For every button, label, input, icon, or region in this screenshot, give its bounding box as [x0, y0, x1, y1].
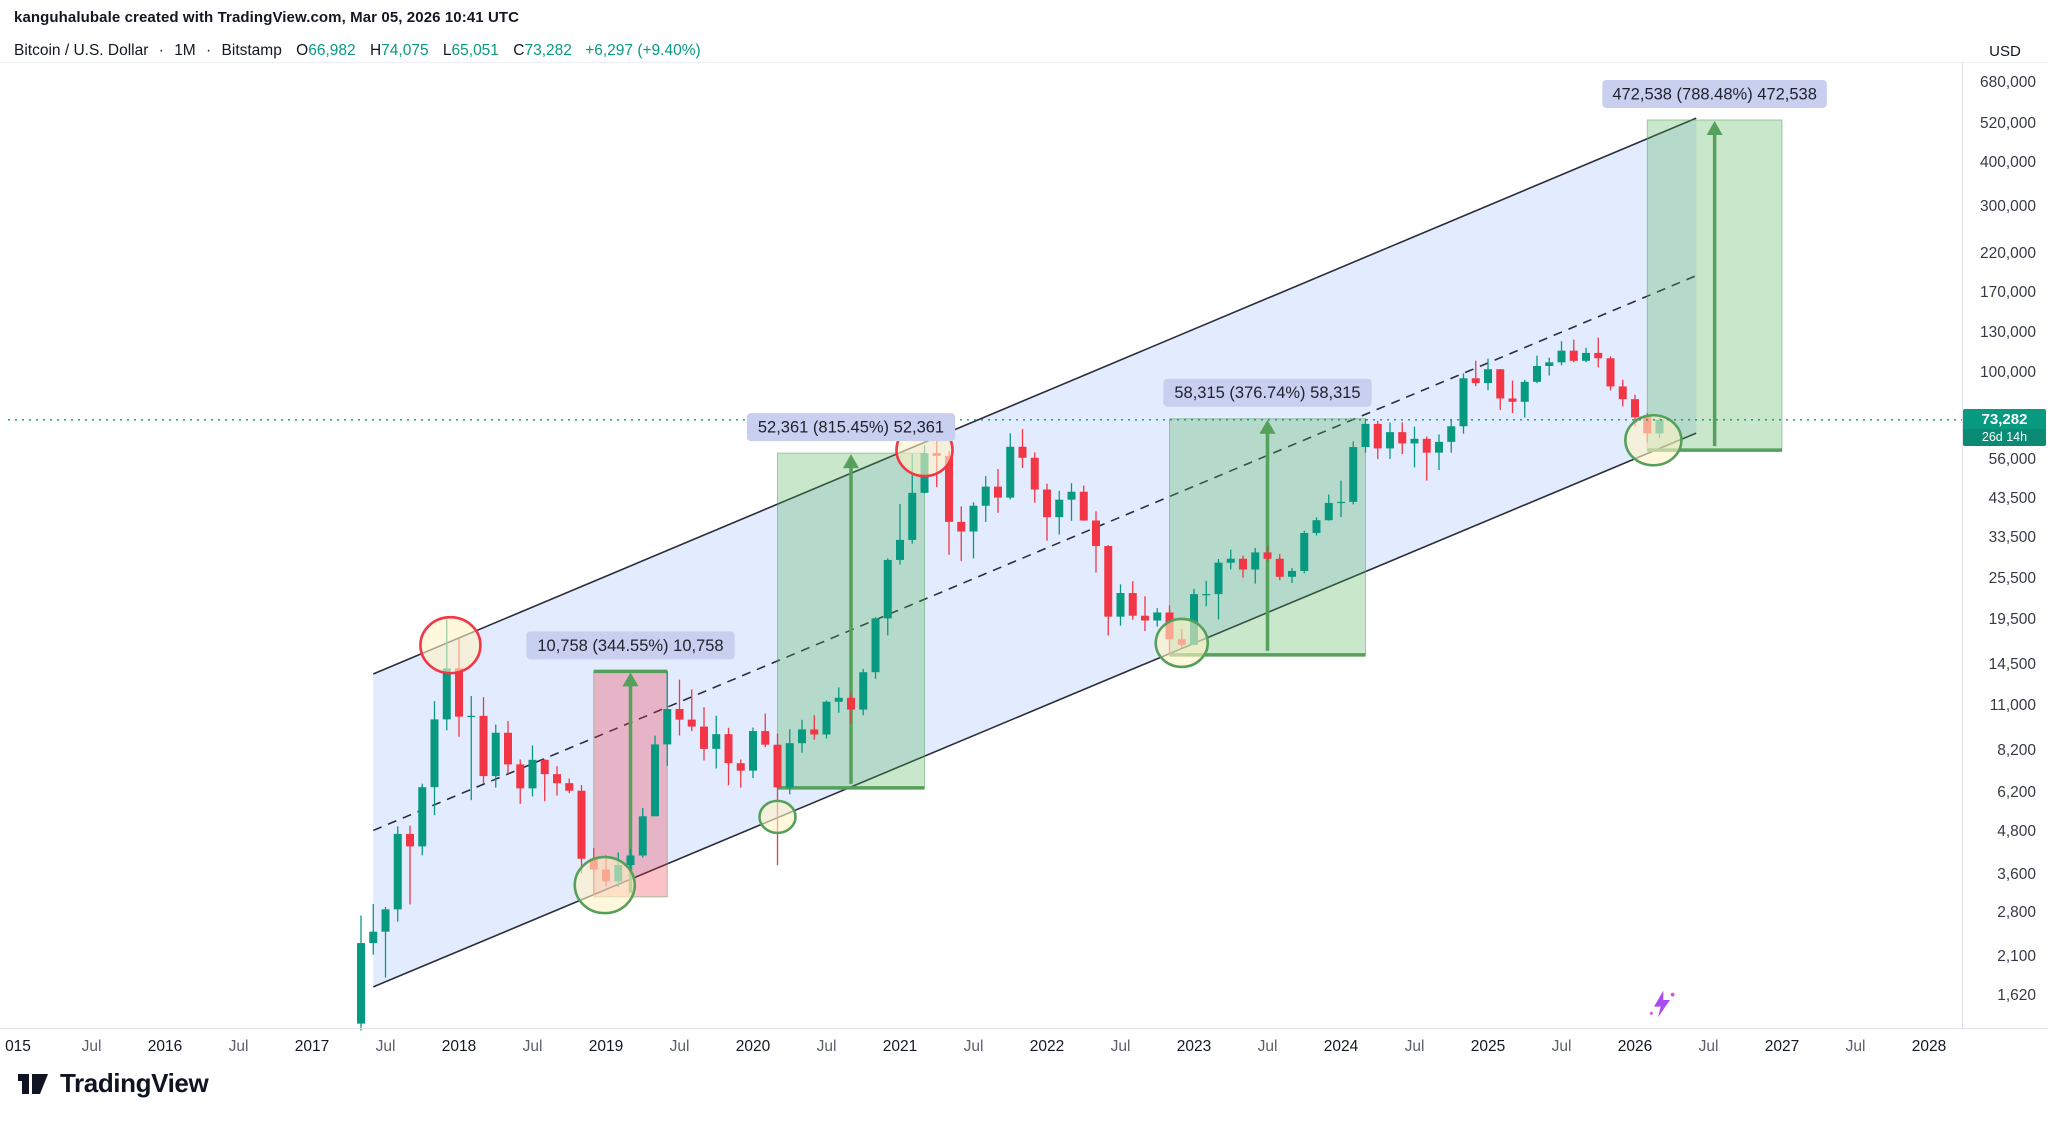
measurement-label[interactable]: 10,758 (344.55%) 10,758	[526, 631, 735, 660]
time-axis-divider	[0, 1028, 2048, 1029]
highlight-circle[interactable]	[758, 799, 797, 835]
svg-text:52,361 (815.45%) 52,361: 52,361 (815.45%) 52,361	[758, 419, 944, 437]
current-price-badge: 73,282 26d 14h	[1963, 408, 2046, 446]
high-value: 74,075	[381, 42, 429, 59]
close-value: 73,282	[524, 42, 572, 59]
flash-icon[interactable]	[1646, 988, 1678, 1020]
candlestick-series	[357, 337, 1664, 1031]
separator-dot: ·	[206, 42, 212, 59]
flash-bolt-icon	[1649, 990, 1675, 1018]
bar-countdown: 26d 14h	[1963, 428, 2046, 446]
open-label: O	[296, 42, 309, 59]
symbol-title[interactable]: Bitcoin / U.S. Dollar	[14, 42, 149, 59]
high-label: H	[369, 42, 382, 59]
highlight-circle[interactable]	[1624, 413, 1683, 467]
separator-dot: ·	[158, 42, 164, 59]
exchange-label: Bitstamp	[221, 42, 282, 59]
attribution-text: kanguhalubale created with TradingView.c…	[14, 9, 520, 26]
projection-box[interactable]	[1646, 119, 1783, 452]
symbol-info-bar[interactable]: Bitcoin / U.S. Dollar · 1M · Bitstamp O6…	[14, 42, 701, 60]
highlight-circle[interactable]	[1154, 617, 1210, 669]
highlight-circle[interactable]	[419, 615, 482, 675]
svg-text:10,758 (344.55%) 10,758: 10,758 (344.55%) 10,758	[537, 637, 723, 655]
highlight-circle[interactable]	[573, 855, 637, 915]
trend-channel[interactable]	[372, 117, 1697, 988]
change-value: +6,297 (+9.40%)	[585, 42, 701, 59]
interval-label[interactable]: 1M	[174, 42, 196, 59]
measurement-label[interactable]: 58,315 (376.74%) 58,315	[1163, 378, 1372, 407]
low-label: L	[442, 42, 452, 59]
tradingview-wordmark[interactable]: TradingView	[60, 1068, 209, 1098]
measurement-label[interactable]: 472,538 (788.48%) 472,538	[1602, 79, 1827, 108]
price-axis-currency[interactable]: USD	[1989, 43, 2021, 60]
open-value: 66,982	[308, 42, 356, 59]
low-value: 65,051	[451, 42, 499, 59]
svg-text:472,538 (788.48%) 472,538: 472,538 (788.48%) 472,538	[1612, 85, 1817, 103]
footer: TradingView	[16, 1068, 209, 1099]
channel-midline	[372, 274, 1697, 832]
header-divider	[0, 62, 2048, 63]
measurement-label[interactable]: 52,361 (815.45%) 52,361	[746, 413, 956, 442]
current-price: 73,282	[1963, 408, 2046, 429]
price-axis-divider	[1962, 62, 1963, 1028]
tradingview-logo-icon[interactable]	[16, 1069, 50, 1099]
close-label: C	[513, 42, 525, 59]
projection-box[interactable]	[1169, 418, 1366, 657]
svg-text:58,315 (376.74%) 58,315: 58,315 (376.74%) 58,315	[1174, 384, 1360, 402]
